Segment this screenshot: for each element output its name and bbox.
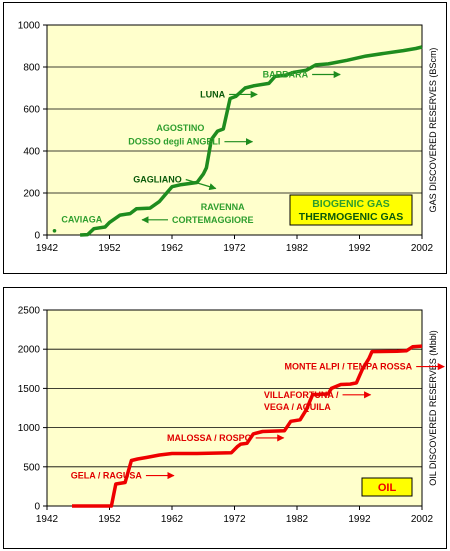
annotation-label: LUNA [200, 89, 225, 99]
annotation-label: RAVENNA [201, 202, 245, 212]
oil-chart-panel: 0 500 1000 1500 2000 2500 1942 1952 1962 1972 1982… [3, 287, 447, 549]
legend-box [289, 194, 413, 226]
annotation-label: VILLAFORTUNA / [264, 390, 339, 400]
plot-area [46, 309, 423, 507]
annotation-label: DOSSO degli ANGELI [128, 137, 220, 147]
legend-box [361, 477, 413, 497]
y-tick-label: 800 [23, 63, 40, 74]
y-tick-label: 600 [23, 105, 40, 116]
y-axis-label: GAS DISCOVERED RESERVES (BScm) [428, 48, 438, 213]
annotation-arrow [185, 178, 217, 191]
y-tick-label: 1500 [18, 384, 41, 395]
y-tick-label: 400 [23, 147, 40, 158]
annotation-label: GELA / RAGUSA [71, 471, 143, 481]
x-tick-label: 2002 [411, 243, 434, 254]
x-tick-label: 1982 [286, 243, 309, 254]
y-tick-label: 200 [23, 189, 40, 200]
x-tick-label: 1952 [98, 514, 121, 525]
annotation-label: VEGA / AQUILA [264, 402, 331, 412]
annotation-label: MONTE ALPI / TEMPA ROSSA [285, 362, 413, 372]
annotation-label: GAGLIANO [133, 175, 182, 185]
series-line [72, 344, 423, 508]
x-tick-label: 1992 [348, 243, 371, 254]
series-line [80, 45, 423, 237]
y-tick-label: 1000 [18, 423, 41, 434]
gas-reserves-chart: 0 200 400 600 800 1000 1942 1952 1962 1972 1982 199… [18, 21, 438, 255]
x-tick-label: 1952 [98, 243, 121, 254]
x-tick-label: 1992 [348, 514, 371, 525]
x-tick-label: 1962 [161, 514, 184, 525]
y-tick-label: 0 [34, 231, 40, 242]
y-tick-label: 2500 [18, 306, 41, 317]
x-tick-label: 1972 [223, 243, 246, 254]
x-tick-label: 2002 [411, 514, 434, 525]
gas-chart-panel: 0 200 400 600 800 1000 1942 1952 1962 1972 1982 199… [3, 2, 447, 274]
annotation-label: CAVIAGA [61, 214, 102, 224]
x-tick-label: 1982 [286, 514, 309, 525]
y-tick-label: 0 [34, 502, 40, 513]
legend-item: BIOGENIC GAS [312, 198, 390, 210]
legend-item: THERMOGENIC GAS [299, 211, 403, 223]
y-axis-label: OIL DISCOVERED RESERVES (Mbbl) [428, 330, 438, 486]
x-tick-label: 1942 [36, 514, 59, 525]
annotation-label: AGOSTINO [156, 123, 204, 133]
oil-reserves-chart: 0 500 1000 1500 2000 2500 1942 1952 1962 1972 1982… [18, 306, 445, 525]
annotation-label: MALOSSA / ROSPO [167, 433, 252, 443]
y-tick-label: 1000 [18, 21, 41, 32]
x-tick-label: 1962 [161, 243, 184, 254]
annotation-label: BARBARA [263, 70, 309, 80]
x-tick-label: 1972 [223, 514, 246, 525]
y-tick-label: 500 [23, 462, 40, 473]
x-tick-label: 1942 [36, 243, 59, 254]
y-tick-label: 2000 [18, 345, 41, 356]
annotation-label: CORTEMAGGIORE [172, 215, 254, 225]
legend-item: OIL [378, 482, 397, 494]
data-point [52, 229, 57, 233]
